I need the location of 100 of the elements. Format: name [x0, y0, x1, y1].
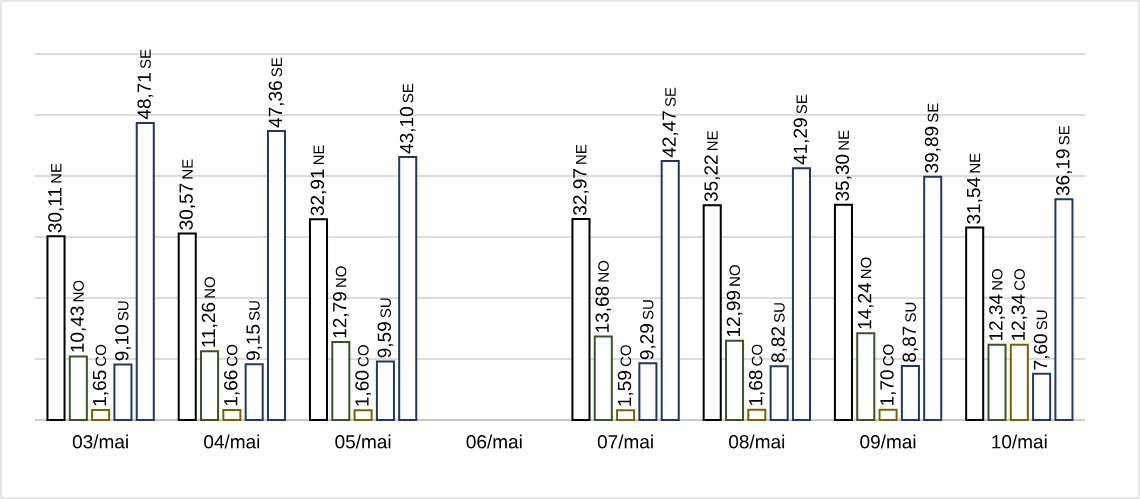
text: NO — [73, 280, 84, 302]
text: SU — [905, 302, 916, 322]
bar — [1032, 372, 1052, 421]
text: SE — [1058, 125, 1070, 145]
data-label: 36,19 — [1056, 149, 1072, 196]
bar — [660, 159, 680, 421]
bar — [308, 218, 329, 421]
text: NE — [313, 145, 324, 165]
bar — [965, 226, 985, 421]
bar — [747, 408, 767, 421]
text: SU — [117, 301, 129, 321]
text: NE — [707, 131, 718, 151]
bar — [244, 363, 264, 421]
data-label: 32,91 — [310, 169, 327, 216]
text: NE — [182, 159, 193, 179]
data-label: 1,68 — [748, 370, 765, 406]
bar — [571, 217, 591, 421]
bar — [856, 332, 876, 421]
data-label: 41,29 — [793, 118, 810, 165]
data-label: 30,11 — [48, 187, 64, 233]
data-label: 12,99 — [726, 290, 743, 337]
text: CO — [751, 344, 763, 366]
data-label: 14,24 — [857, 282, 874, 329]
bar — [593, 335, 613, 421]
data-label: 8,87 — [902, 326, 919, 362]
data-label: 1,66 — [224, 370, 240, 406]
data-label: 1,59 — [617, 371, 634, 406]
data-label: 48,71 — [137, 73, 154, 120]
data-label: 8,82 — [771, 326, 787, 363]
bar — [791, 167, 811, 421]
text: NO — [204, 277, 216, 298]
bar — [68, 355, 88, 421]
bar — [769, 365, 789, 421]
text: NE — [51, 163, 62, 183]
text: SU — [1036, 310, 1048, 330]
text: NO — [335, 266, 347, 287]
data-label: 1,70 — [880, 370, 896, 405]
text: NO — [991, 269, 1003, 290]
bar — [177, 232, 197, 421]
data-label: 10,43 — [70, 306, 87, 352]
data-label: 47,36 — [268, 81, 285, 128]
data-label: 7,60 — [1033, 334, 1050, 370]
data-label: 12,34 — [989, 294, 1005, 341]
bar — [1009, 343, 1029, 421]
bar — [331, 340, 351, 421]
bar — [923, 175, 943, 421]
text: SE — [927, 103, 939, 123]
data-label: 35,22 — [704, 155, 721, 202]
bar — [878, 408, 898, 421]
bar — [91, 408, 111, 421]
text: NE — [969, 153, 981, 173]
data-label: 43,10 — [399, 107, 416, 154]
x-tick-label: 08/mai — [729, 434, 785, 449]
text: CO — [358, 345, 369, 367]
text: CO — [95, 344, 107, 366]
bar — [266, 130, 287, 421]
bar — [375, 360, 395, 421]
bar — [702, 204, 722, 421]
text: CO — [1014, 269, 1025, 291]
data-label: 39,89 — [924, 126, 941, 173]
text: SU — [380, 298, 391, 318]
data-label: 13,68 — [595, 286, 612, 332]
data-label: 9,15 — [246, 324, 263, 361]
bar — [398, 156, 418, 421]
data-label: 35,30 — [835, 154, 852, 201]
bar — [353, 409, 373, 421]
data-label: 1,60 — [355, 370, 371, 406]
x-tick-label: 03/mai — [72, 434, 128, 449]
data-label: 42,47 — [662, 111, 679, 158]
x-tick-label: 10/mai — [992, 434, 1047, 449]
bar — [113, 363, 133, 421]
text: SE — [796, 94, 808, 114]
bar — [1054, 198, 1074, 421]
text: CO — [883, 344, 894, 366]
text: NO — [598, 260, 609, 282]
x-tick-label: 07/mai — [597, 434, 653, 449]
text: SU — [249, 301, 260, 321]
bar — [222, 408, 242, 421]
bar — [616, 409, 636, 421]
bar — [724, 339, 745, 421]
text: SU — [642, 300, 654, 320]
text: NE — [576, 144, 587, 164]
text: NE — [838, 130, 849, 150]
bar — [833, 203, 853, 421]
data-label: 1,65 — [92, 370, 109, 406]
data-label: 9,10 — [115, 325, 131, 361]
bar — [200, 350, 220, 421]
data-label: 30,57 — [179, 183, 196, 230]
x-tick-label: 04/mai — [204, 434, 260, 449]
text: SE — [271, 57, 283, 77]
bar — [46, 235, 66, 421]
data-label: 9,59 — [377, 322, 394, 358]
text: CO — [620, 345, 632, 367]
text: SE — [665, 87, 676, 107]
bar — [987, 343, 1007, 421]
text: SU — [774, 303, 785, 323]
data-label: 9,29 — [640, 324, 656, 360]
text: NO — [729, 265, 741, 286]
x-tick-label: 05/mai — [335, 434, 391, 449]
data-label: 32,97 — [573, 169, 589, 215]
